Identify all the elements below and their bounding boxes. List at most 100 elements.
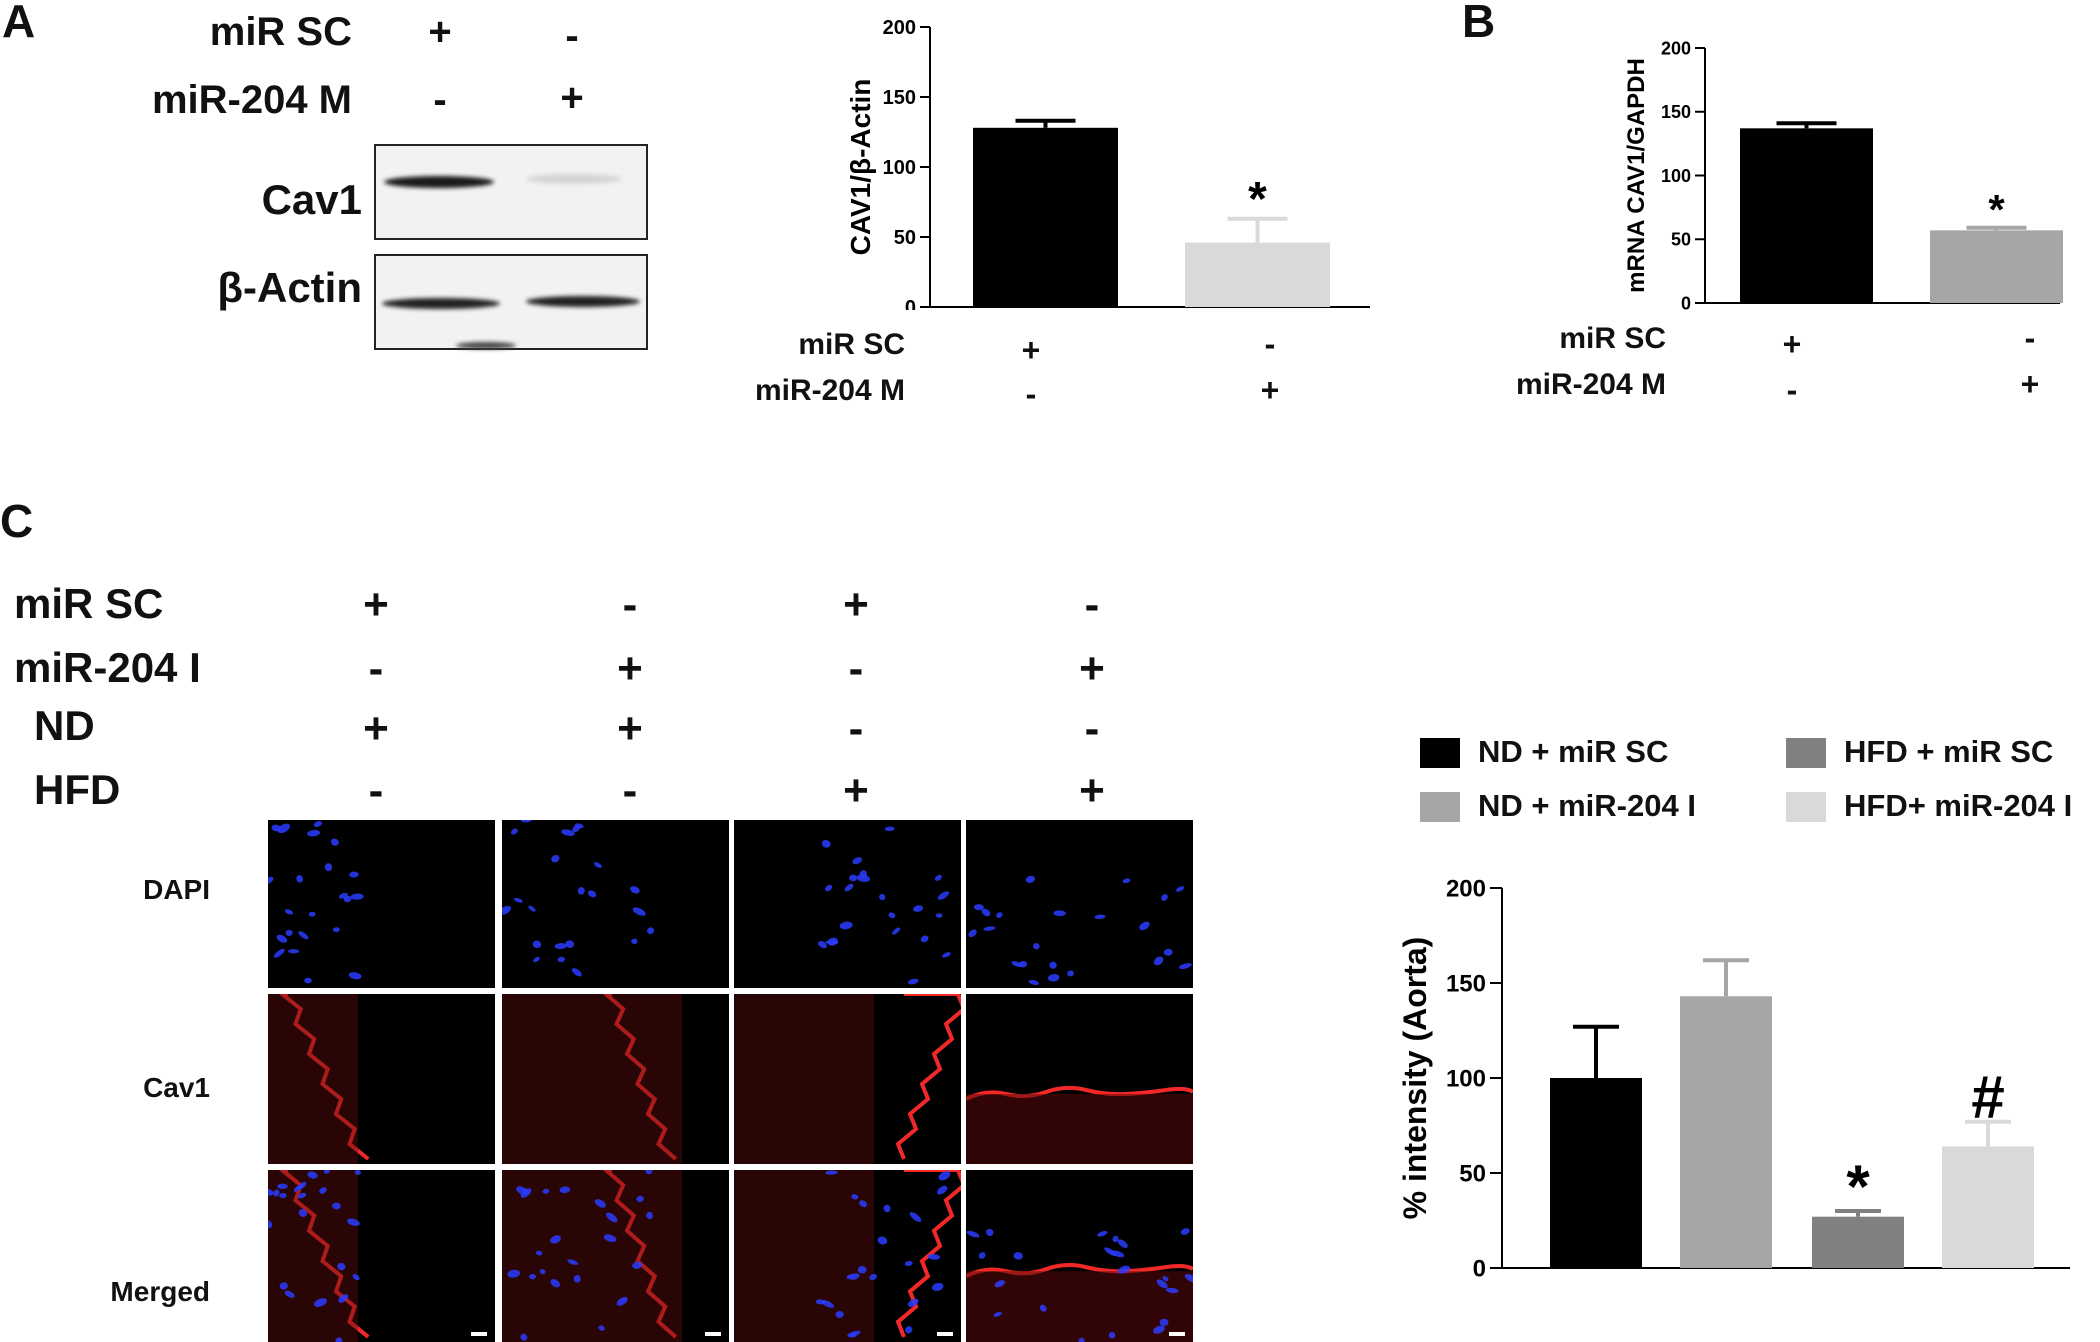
y-tick-label: 100: [1446, 1065, 1486, 1092]
y-tick-label: 200: [1661, 38, 1691, 58]
scale-bar: [937, 1332, 953, 1336]
bar-1: [1550, 1078, 1642, 1268]
chart-a-cond-2-2: +: [1260, 372, 1280, 408]
micrograph-merged-3: [734, 1170, 961, 1342]
chart-b-cond-1-2: -: [2024, 320, 2036, 356]
actin-band-1: [382, 298, 500, 309]
micrograph-dapi-3: [734, 820, 961, 988]
significance-mark-2: *: [1248, 173, 1267, 226]
scale-bar: [471, 1332, 487, 1336]
c-sign-r3-c4: -: [1084, 704, 1100, 753]
micrograph-cav1-3: [734, 994, 961, 1164]
bar-3: [1812, 1216, 1904, 1268]
micrograph-cav1-2: [502, 994, 729, 1164]
significance-mark-2: *: [1988, 186, 2005, 233]
y-tick-label: 150: [1661, 102, 1691, 122]
micrograph-merged-2: [502, 1170, 729, 1342]
cav1-blot-image: [374, 144, 648, 240]
micrograph-merged-1: [268, 1170, 495, 1342]
y-tick-label: 0: [905, 297, 916, 310]
c-sign-r4-c3: +: [843, 766, 869, 815]
c-sign-r3-c3: -: [848, 704, 864, 753]
y-tick-label: 0: [1473, 1255, 1486, 1282]
chart-b: 0 50 100 150 200 mRNA CAV1/GAPDH *: [1623, 38, 2063, 313]
y-tick-label: 50: [894, 227, 916, 249]
chart-c: 0 50 100 150 200 % intensity (Aorta) * #: [1397, 875, 2070, 1282]
scale-bar: [705, 1332, 721, 1336]
panel-b-letter: B: [1462, 0, 1496, 47]
actin-blot-image: [374, 254, 648, 350]
bar-2: [1680, 996, 1772, 1268]
c-sign-r4-c4: +: [1079, 766, 1105, 815]
micrograph-dapi-4: [966, 820, 1193, 988]
legend-swatch-4: [1786, 792, 1826, 822]
bar-1: [973, 127, 1118, 307]
a-blot1-label: Cav1: [261, 176, 362, 223]
chart-a: 0 50 100 150 200 CAV1/β-Actin *: [845, 17, 1370, 310]
micrograph-dapi-1: [268, 820, 495, 988]
scale-bar: [1169, 1332, 1185, 1336]
c-sign-r2-c1: -: [368, 644, 384, 693]
legend-swatch-2: [1420, 792, 1460, 822]
legend-label-3: HFD + miR SC: [1844, 734, 2054, 769]
micrograph-dapi-2: [502, 820, 729, 988]
c-sign-r1-c4: -: [1084, 580, 1100, 629]
a-row1-label: miR SC: [209, 10, 352, 54]
legend-label-1: ND + miR SC: [1478, 734, 1669, 769]
bar-1: [1740, 128, 1873, 303]
y-tick-label: 50: [1671, 230, 1691, 250]
y-tick-label: 100: [883, 157, 916, 179]
legend-label-4: HFD+ miR-204 I: [1844, 788, 2073, 823]
a-row1-sign-2: -: [565, 14, 579, 58]
cav1-band-2: [526, 174, 622, 184]
legend-swatch-1: [1420, 738, 1460, 768]
chart-b-cond-1-1: +: [1782, 326, 1802, 362]
micrograph-merged-4: [966, 1170, 1193, 1342]
c-sign-r1-c3: +: [843, 580, 869, 629]
a-row2-label: miR-204 M: [151, 78, 352, 122]
c-sign-r2-c3: -: [848, 644, 864, 693]
a-blot2-label: β-Actin: [217, 264, 362, 311]
significance-mark-3: *: [1846, 1153, 1870, 1220]
panel-c-letter: C: [0, 495, 34, 547]
chart-a-cond-2-1: -: [1025, 376, 1037, 412]
micrograph-cav1-1: [268, 994, 495, 1164]
y-tick-label: 200: [1446, 875, 1486, 902]
y-tick-label: 150: [1446, 970, 1486, 997]
c-sign-r2-c4: +: [1079, 644, 1105, 693]
significance-mark-4: #: [1971, 1064, 2004, 1131]
image-row-label-merged: Merged: [110, 1276, 210, 1307]
c-cond-label-4: HFD: [34, 766, 121, 813]
chart-b-cond-2-2: +: [2020, 366, 2040, 402]
c-sign-r1-c2: -: [622, 580, 638, 629]
micrograph-cav1-4: [966, 994, 1193, 1164]
c-cond-label-3: ND: [34, 702, 95, 749]
actin-band-2: [526, 296, 640, 307]
chart-b-row1-label: miR SC: [1559, 322, 1666, 355]
y-axis-title: % intensity (Aorta): [1397, 937, 1433, 1220]
y-axis-title: CAV1/β-Actin: [845, 79, 876, 256]
cav1-band-1: [384, 176, 494, 188]
y-tick-label: 200: [883, 17, 916, 39]
y-tick-label: 0: [1681, 293, 1691, 313]
panel-a-letter: A: [2, 0, 36, 47]
bar-2: [1185, 242, 1330, 307]
c-sign-r1-c1: +: [363, 580, 389, 629]
y-tick-label: 150: [883, 87, 916, 109]
y-tick-label: 50: [1459, 1160, 1486, 1187]
c-sign-r3-c1: +: [363, 704, 389, 753]
image-row-label-dapi: DAPI: [143, 874, 210, 905]
c-sign-r3-c2: +: [617, 704, 643, 753]
actin-smudge: [456, 342, 516, 349]
a-row2-sign-2: +: [560, 76, 584, 120]
chart-a-cond-1-2: -: [1264, 326, 1276, 362]
chart-a-cond-1-1: +: [1021, 332, 1041, 368]
c-sign-r4-c2: -: [622, 766, 638, 815]
y-tick-label: 100: [1661, 166, 1691, 186]
y-axis-title: mRNA CAV1/GAPDH: [1623, 58, 1650, 293]
a-row1-sign-1: +: [428, 10, 452, 54]
image-row-label-cav1: Cav1: [143, 1072, 210, 1103]
c-cond-label-2: miR-204 I: [14, 644, 201, 691]
bar-2: [1930, 230, 2063, 303]
chart-b-row2-label: miR-204 M: [1515, 368, 1666, 401]
